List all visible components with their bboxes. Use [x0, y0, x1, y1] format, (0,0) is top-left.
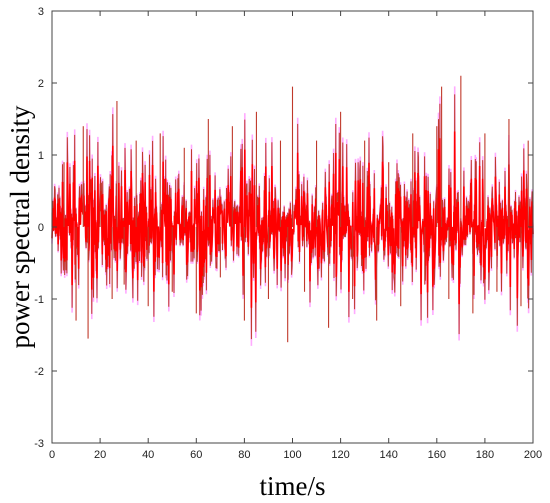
x-tick-label: 200 [524, 449, 542, 461]
x-tick-label: 120 [331, 449, 349, 461]
x-tick-label: 100 [283, 449, 301, 461]
signal-core-line [51, 131, 534, 308]
y-axis-title: power spectral density [5, 105, 35, 348]
x-tick-label: 60 [190, 449, 202, 461]
x-tick-label: 40 [142, 449, 154, 461]
y-tick-label: -2 [34, 366, 44, 378]
x-tick-label: 140 [380, 449, 398, 461]
y-tick-label: 0 [38, 222, 44, 234]
x-tick-label: 0 [49, 449, 55, 461]
y-tick-label: -1 [34, 294, 44, 306]
y-tick-label: 1 [38, 150, 44, 162]
y-tick-label: 3 [38, 6, 44, 18]
signal-line-layer [51, 75, 534, 343]
y-axis: -3 -2 -1 0 1 2 3 [34, 6, 533, 450]
x-axis: 0 20 40 60 80 100 120 140 160 180 200 [49, 11, 542, 461]
x-tick-label: 160 [428, 449, 446, 461]
y-tick-label: 2 [38, 78, 44, 90]
x-tick-label: 80 [238, 449, 250, 461]
x-tick-label: 180 [476, 449, 494, 461]
x-axis-title: time/s [260, 471, 326, 501]
x-tick-label: 20 [94, 449, 106, 461]
y-tick-label: -3 [34, 438, 44, 450]
